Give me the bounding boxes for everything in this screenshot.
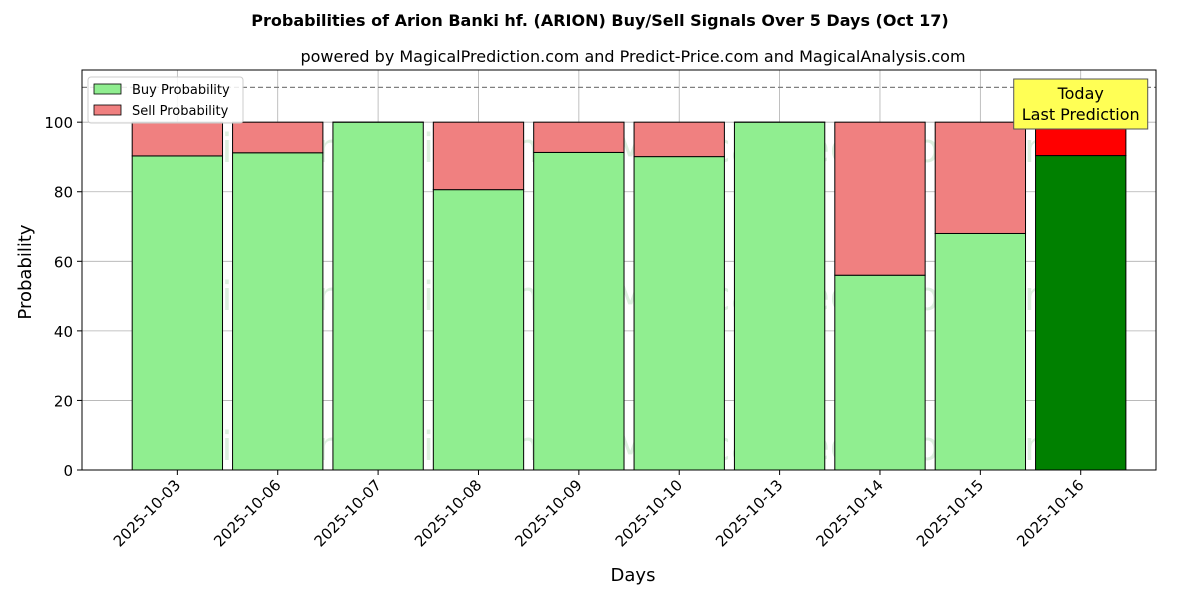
x-tick-label: 2025-10-13	[712, 476, 786, 550]
sell-bar	[232, 121, 324, 154]
sell-bar	[633, 121, 725, 158]
annotation-line2: Last Prediction	[1022, 105, 1140, 124]
buy-bar	[533, 151, 625, 471]
legend-swatch-sell	[93, 104, 122, 116]
sell-bar	[533, 121, 625, 153]
chart-title: Probabilities of Arion Banki hf. (ARION)…	[251, 11, 948, 30]
y-tick-label: 20	[54, 392, 73, 410]
y-tick-label: 80	[54, 184, 73, 202]
y-tick-label: 60	[54, 253, 73, 271]
x-axis: 2025-10-03 2025-10-06 2025-10-07 2025-10-08…	[110, 470, 1088, 550]
buy-bar	[232, 152, 324, 471]
x-tick-label: 2025-10-09	[511, 476, 585, 550]
sell-bar	[934, 121, 1027, 234]
x-axis-label: Days	[611, 565, 656, 586]
legend-box	[87, 76, 244, 124]
today-annotation: Today Last Prediction	[1013, 78, 1149, 130]
chart-subtitle: powered by MagicalPrediction.com and Pre…	[300, 47, 965, 66]
buy-bar	[733, 121, 826, 471]
x-tick-label: 2025-10-15	[913, 476, 987, 550]
y-axis: 0 20 40 60 80 100	[44, 114, 82, 480]
buy-bar	[1035, 155, 1127, 471]
x-tick-label: 2025-10-16	[1013, 476, 1087, 550]
buy-bar	[332, 121, 424, 471]
plot-frame	[81, 69, 1157, 471]
legend-label-buy: Buy Probability	[132, 83, 230, 98]
x-tick-label: 2025-10-06	[210, 476, 284, 550]
buy-bar	[131, 155, 224, 471]
buy-bar	[934, 232, 1027, 471]
y-tick-label: 100	[44, 114, 73, 132]
buy-bar	[432, 189, 525, 471]
legend: Buy Probability Sell Probability	[87, 76, 244, 124]
bars	[131, 121, 1127, 471]
annotation-box	[1013, 78, 1149, 130]
x-tick-label: 2025-10-14	[812, 476, 886, 550]
buy-bar	[834, 274, 926, 471]
buy-bar	[633, 156, 725, 471]
annotation-line1: Today	[1057, 84, 1104, 103]
x-tick-label: 2025-10-10	[612, 476, 686, 550]
x-tick-label: 2025-10-08	[411, 476, 485, 550]
y-axis-label: Probability	[15, 224, 36, 319]
sell-bar	[432, 121, 525, 191]
legend-swatch-buy	[93, 83, 122, 95]
y-tick-label: 40	[54, 323, 73, 341]
y-tick-label: 0	[63, 462, 73, 480]
x-tick-label: 2025-10-03	[110, 476, 184, 550]
x-tick-label: 2025-10-07	[311, 476, 385, 550]
sell-bar	[131, 121, 224, 157]
sell-bar	[834, 121, 926, 276]
legend-label-sell: Sell Probability	[132, 104, 229, 119]
